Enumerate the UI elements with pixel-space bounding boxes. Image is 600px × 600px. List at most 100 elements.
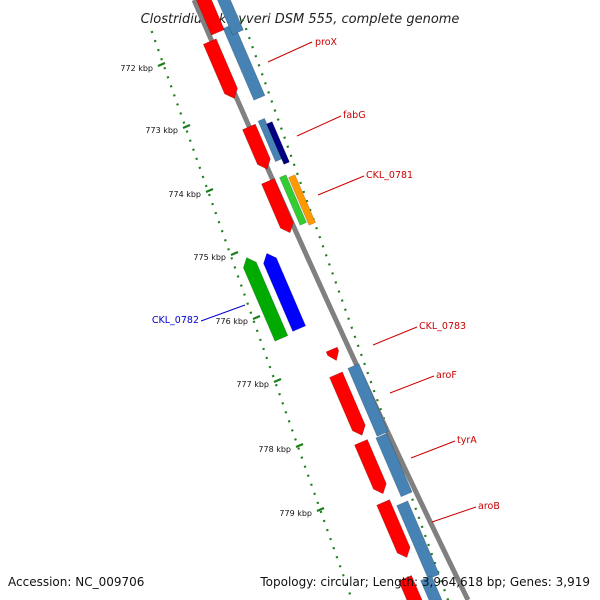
cds-CKL_0782 xyxy=(243,257,289,342)
outer-tick-ring xyxy=(241,18,450,600)
tick-mark xyxy=(337,290,341,293)
gene-label-aroF[interactable]: aroF xyxy=(436,370,457,381)
tick-mark xyxy=(296,172,299,176)
tick-mark xyxy=(166,75,170,79)
tick-mark xyxy=(325,528,329,532)
cds-downstream xyxy=(398,575,423,600)
cds-CKL_0783 xyxy=(325,346,340,361)
gene-leader-line xyxy=(296,115,342,137)
cds-tyrA xyxy=(354,439,387,495)
tick-mark xyxy=(334,281,338,284)
tick-mark xyxy=(252,320,256,324)
feature-tracks xyxy=(196,0,443,600)
gene-label-CKL_0782[interactable]: CKL_0782 xyxy=(152,315,199,326)
tick-mark xyxy=(251,45,254,49)
gene-leader-line xyxy=(410,440,456,459)
feature-bar-fabG-2 xyxy=(266,121,290,165)
tick-mark xyxy=(208,193,211,197)
tick-mark xyxy=(287,420,291,423)
tick-mark xyxy=(233,266,237,269)
tick-mark xyxy=(276,118,280,121)
gene-leader-line xyxy=(317,175,365,196)
feature-bar-CKL_0781-2 xyxy=(288,174,316,226)
tick-mark xyxy=(198,166,202,170)
tick-mark xyxy=(332,546,336,550)
tick-mark xyxy=(300,456,304,459)
tick-mark xyxy=(278,392,281,396)
tick-mark xyxy=(211,202,214,206)
tick-mark xyxy=(302,190,306,194)
feature-bar-upstream xyxy=(217,0,244,36)
tick-mark xyxy=(262,347,265,351)
gene-label-aroB[interactable]: aroB xyxy=(478,501,500,512)
tick-mark xyxy=(163,66,167,70)
tick-mark xyxy=(260,72,264,76)
tick-mark xyxy=(328,263,331,266)
tick-mark xyxy=(214,211,218,215)
tick-mark xyxy=(319,510,323,514)
tick-mark xyxy=(430,552,434,556)
tick-mark xyxy=(195,157,199,161)
tick-mark xyxy=(254,54,258,58)
gene-label-CKL_0781[interactable]: CKL_0781 xyxy=(366,170,413,181)
tick-mark xyxy=(274,383,278,387)
tick-mark xyxy=(150,30,154,34)
tick-mark xyxy=(267,91,270,94)
gene-label-fabG[interactable]: fabG xyxy=(343,110,366,121)
tick-mark xyxy=(289,154,293,158)
cds-proX xyxy=(202,38,238,99)
kbp-label: 778 kbp xyxy=(258,445,291,454)
cds-upstream xyxy=(196,0,225,36)
tick-mark xyxy=(318,235,322,239)
tick-mark xyxy=(294,438,297,441)
tick-mark xyxy=(322,519,326,523)
gene-leader-line xyxy=(267,41,313,63)
tick-mark xyxy=(217,220,221,224)
tick-mark xyxy=(350,326,354,330)
tick-mark xyxy=(271,374,275,378)
tick-mark xyxy=(270,100,274,103)
tick-mark xyxy=(280,127,283,130)
tick-mark xyxy=(345,583,348,586)
tick-mark xyxy=(157,48,160,52)
tick-mark xyxy=(423,534,427,538)
feature-bar-CKL_0782 xyxy=(263,252,307,332)
tick-mark xyxy=(353,335,357,339)
map-title: Clostridium kluyveri DSM 555, complete g… xyxy=(141,12,460,27)
kbp-major-tick xyxy=(157,61,166,68)
tick-mark xyxy=(297,447,301,450)
kbp-major-tick xyxy=(316,506,325,513)
tick-mark xyxy=(310,483,313,487)
tick-mark xyxy=(281,401,285,405)
kbp-label: 772 kbp xyxy=(120,64,153,73)
tick-mark xyxy=(306,474,310,478)
tick-mark xyxy=(379,407,382,411)
tick-mark xyxy=(338,564,342,568)
gene-label-proX[interactable]: proX xyxy=(315,37,338,48)
tick-mark xyxy=(420,525,424,529)
tick-mark xyxy=(244,27,248,31)
tick-mark xyxy=(176,103,179,106)
kbp-label: 779 kbp xyxy=(279,509,312,518)
tick-mark xyxy=(316,501,320,505)
kbp-major-tick xyxy=(182,123,191,130)
tick-mark xyxy=(341,573,345,577)
tick-mark xyxy=(335,555,339,559)
gene-label-tyrA[interactable]: tyrA xyxy=(457,435,477,446)
tick-mark xyxy=(283,136,286,139)
gene-leader-line xyxy=(200,304,246,322)
tick-mark xyxy=(340,299,344,302)
cds-CKL_0781 xyxy=(261,178,294,234)
tick-mark xyxy=(433,561,437,565)
tick-mark xyxy=(182,121,186,124)
tick-mark xyxy=(239,284,243,287)
tick-mark xyxy=(227,248,230,251)
tick-mark xyxy=(292,163,296,167)
kbp-major-tick xyxy=(295,442,304,449)
tick-mark xyxy=(305,199,309,203)
tick-mark xyxy=(286,145,290,149)
tick-mark xyxy=(348,592,352,595)
gene-label-CKL_0783[interactable]: CKL_0783 xyxy=(419,321,466,332)
tick-mark xyxy=(255,329,259,333)
kbp-major-tick xyxy=(252,314,261,321)
